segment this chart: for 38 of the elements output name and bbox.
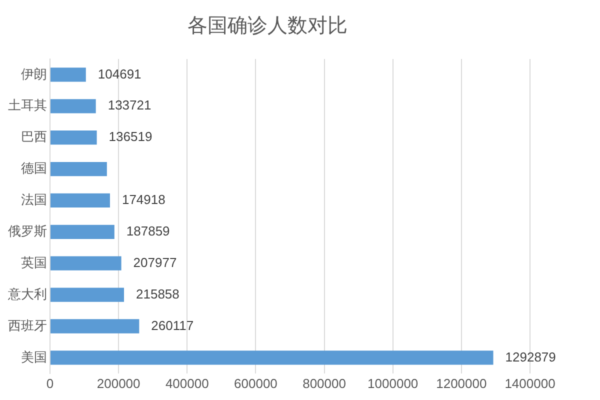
y-tick-label: 英国: [21, 254, 47, 270]
bar: [50, 99, 96, 114]
data-label: 174918: [122, 192, 166, 208]
y-tick-label: 德国: [21, 160, 47, 176]
bar: [50, 256, 122, 270]
y-tick-label: 西班牙: [8, 318, 47, 333]
x-tick-label: 200000: [96, 376, 140, 391]
bar: [50, 350, 494, 365]
x-tick-label: 600000: [234, 376, 278, 391]
chart-title: 各国确诊人数对比: [188, 13, 348, 38]
y-tick-label: 俄罗斯: [8, 224, 47, 238]
data-label: 215858: [136, 286, 180, 302]
bar: [50, 288, 124, 302]
x-tick-label: 1000000: [368, 376, 418, 391]
bar: [50, 130, 97, 145]
x-tick-label: 400000: [165, 376, 209, 391]
x-tick-label: 0: [46, 376, 54, 391]
y-tick-label: 土耳其: [8, 98, 47, 113]
data-label: 104691: [98, 66, 142, 82]
bar: [50, 162, 107, 176]
data-label: 136519: [108, 129, 152, 144]
x-tick-label: 1400000: [504, 376, 556, 391]
y-tick-label: 巴西: [21, 129, 47, 144]
data-label: 133721: [108, 98, 152, 113]
x-tick-label: 1200000: [436, 376, 487, 391]
bar: [50, 224, 114, 239]
data-label: 260117: [151, 318, 194, 333]
bar: [50, 68, 86, 82]
y-tick-label: 意大利: [7, 286, 47, 302]
bar: [50, 319, 140, 334]
y-tick-label: 法国: [21, 192, 47, 208]
x-tick-label: 800000: [302, 376, 346, 391]
y-tick-label: 美国: [21, 349, 47, 364]
data-label: 1292879: [505, 349, 556, 364]
data-label: 207977: [133, 254, 177, 270]
bar: [50, 193, 110, 208]
y-tick-label: 伊朗: [21, 66, 47, 82]
data-label: 187859: [126, 224, 170, 238]
